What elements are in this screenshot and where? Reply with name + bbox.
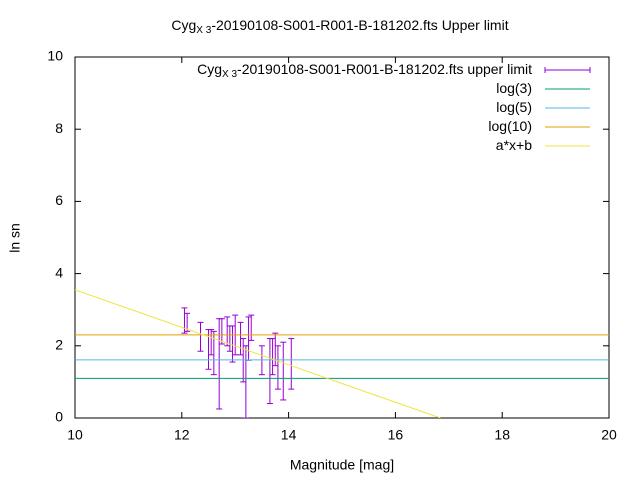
error-bar: [269, 338, 276, 376]
error-bar: [288, 338, 295, 390]
plot-frame: [74, 56, 610, 419]
legend-label: log(10): [488, 118, 532, 134]
x-tick-label: 20: [601, 427, 617, 443]
x-tick-label: 18: [494, 427, 510, 443]
y-tick-label: 8: [55, 120, 63, 136]
error-bar: [266, 338, 273, 405]
y-tick-label: 0: [55, 409, 63, 425]
text-part: log(10): [488, 118, 532, 134]
text-part: Cyg: [171, 17, 196, 33]
error-bar: [280, 341, 287, 401]
subscript: X 3: [222, 69, 237, 80]
text-part: a*x+b: [496, 137, 532, 153]
text-part: -20190108-S001-R001-B-181202.fts upper l…: [237, 61, 532, 77]
y-axis-label: ln sn: [7, 223, 23, 253]
y-tick-label: 6: [55, 192, 63, 208]
text-part: Cyg: [197, 61, 222, 77]
text-part: log(5): [496, 99, 532, 115]
error-bar: [245, 316, 252, 361]
error-bar: [197, 321, 204, 352]
legend-label: log(5): [496, 99, 532, 115]
text-part: log(3): [496, 80, 532, 96]
legend-label: CygX 3-20190108-S001-R001-B-181202.fts u…: [197, 61, 532, 80]
error-bar: [216, 318, 223, 410]
error-bar: [181, 307, 188, 334]
error-bar: [274, 345, 281, 390]
x-axis-label: Magnitude [mag]: [290, 457, 394, 473]
legend-label: log(3): [496, 80, 532, 96]
error-bar: [224, 316, 231, 347]
y-tick-label: 10: [47, 48, 63, 64]
y-tick-label: 4: [55, 264, 63, 280]
subscript: X 3: [196, 25, 211, 36]
x-tick-label: 10: [67, 427, 83, 443]
text-part: -20190108-S001-R001-B-181202.fts Upper l…: [211, 17, 508, 33]
error-bar: [208, 329, 215, 356]
x-tick-label: 14: [281, 427, 297, 443]
y-tick-label: 2: [55, 337, 63, 353]
x-tick-label: 12: [174, 427, 190, 443]
error-bar: [229, 325, 236, 363]
error-bar: [218, 318, 225, 345]
legend-label: a*x+b: [496, 137, 532, 153]
error-bar: [242, 345, 249, 418]
line: [75, 289, 441, 418]
x-tick-label: 16: [388, 427, 404, 443]
error-bar: [248, 314, 255, 341]
error-bar: [184, 312, 191, 332]
error-bar: [226, 325, 233, 352]
chart-title: CygX 3-20190108-S001-R001-B-181202.fts U…: [171, 17, 508, 36]
